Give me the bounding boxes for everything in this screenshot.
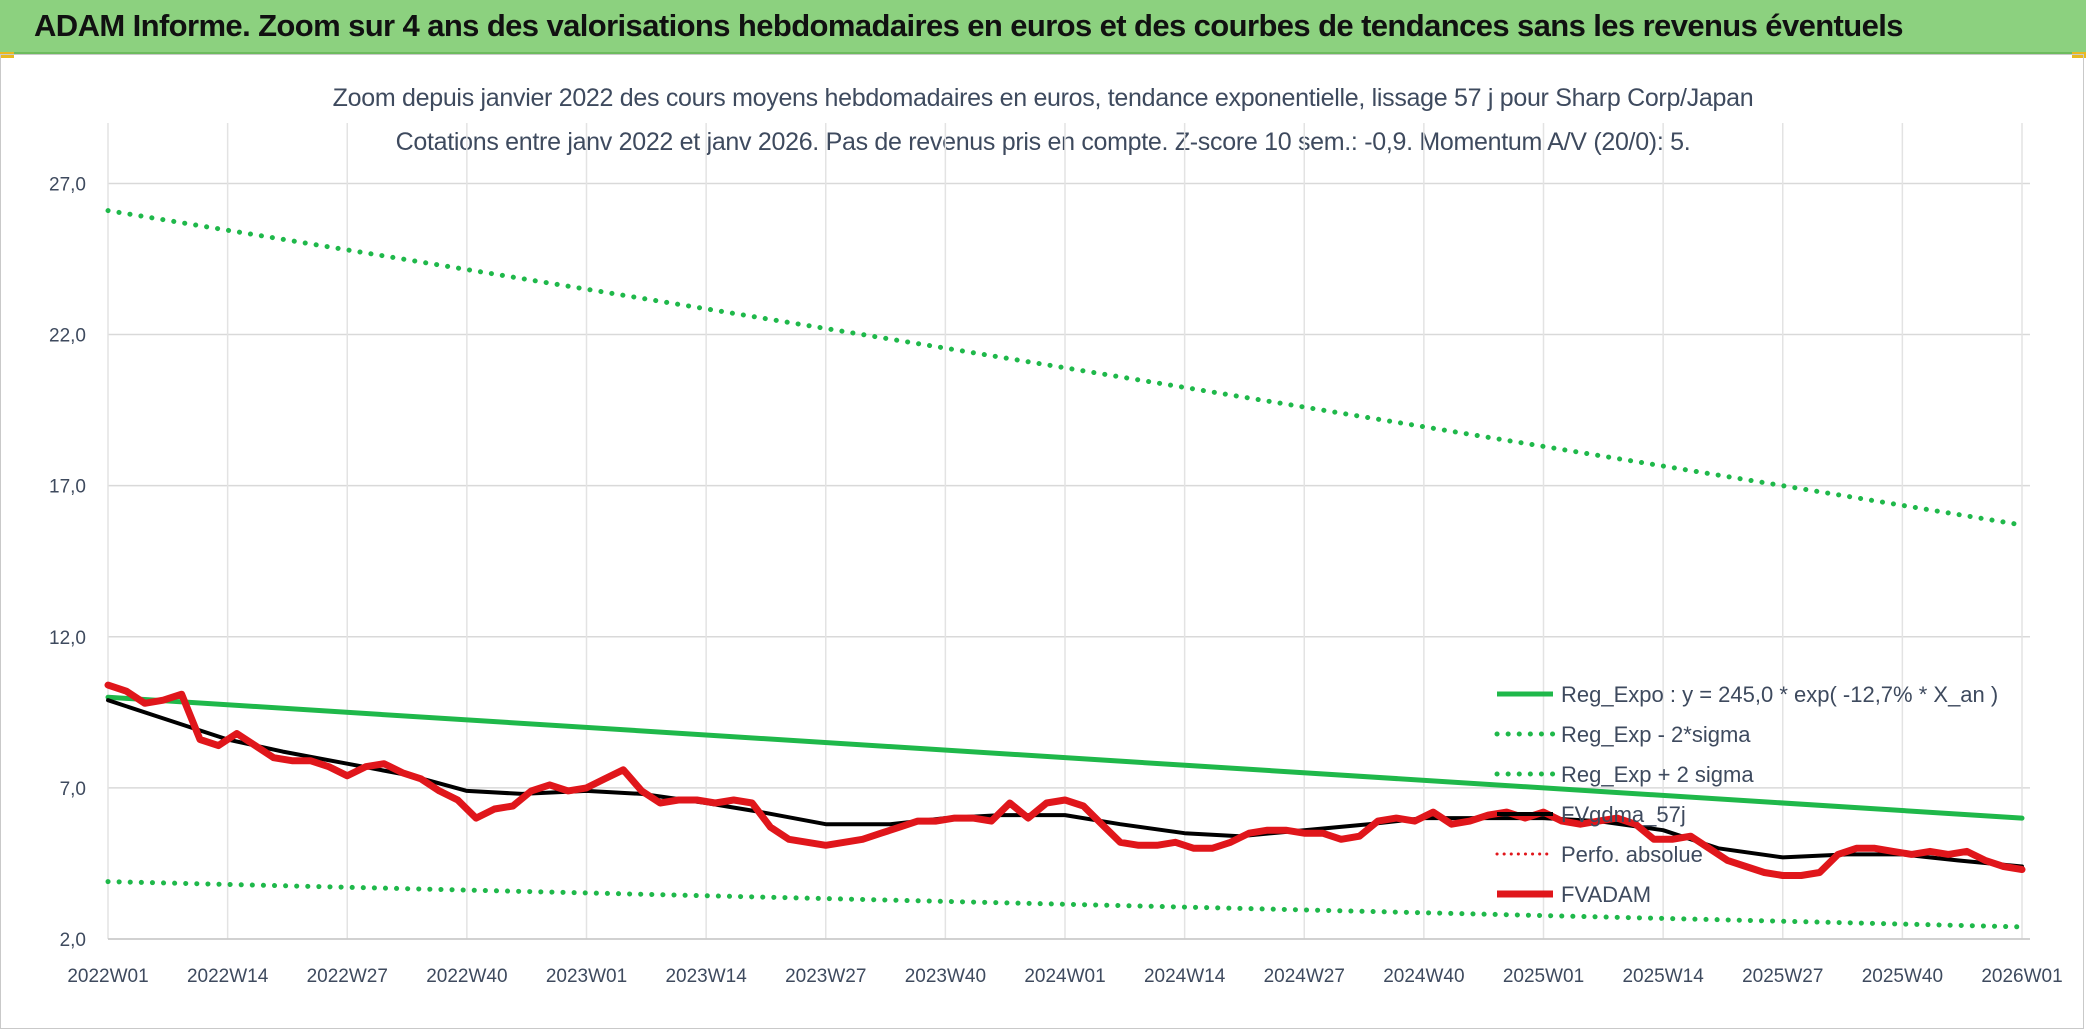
legend-reg-exp-plus-label: Reg_Exp + 2 sigma bbox=[1561, 762, 1754, 787]
x-tick-label: 2024W27 bbox=[1264, 966, 1345, 987]
x-tick-label: 2024W14 bbox=[1144, 966, 1226, 987]
x-tick-label: 2023W14 bbox=[665, 966, 747, 987]
chart-subtitle: Cotations entre janv 2022 et janv 2026. … bbox=[395, 128, 1691, 156]
y-tick-label: 7,0 bbox=[60, 779, 86, 800]
reg-exp-plus-2sigma-line bbox=[105, 208, 2025, 528]
x-tick-label: 2023W27 bbox=[785, 966, 866, 987]
legend: Reg_Expo : y = 245,0 * exp( -12,7% * X_a… bbox=[1494, 682, 1998, 907]
axes: 2,0 7,0 12,0 17,0 22,0 27,0 2022W01 2022W14 2022… bbox=[49, 174, 2063, 987]
legend-reg-exp-minus-label: Reg_Exp - 2*sigma bbox=[1561, 722, 1751, 747]
legend-reg-expo-label: Reg_Expo : y = 245,0 * exp( -12,7% * X_a… bbox=[1561, 682, 1998, 707]
x-tick-label: 2025W27 bbox=[1742, 966, 1823, 987]
chart-frame bbox=[0, 54, 2084, 1029]
corner-mark-left bbox=[0, 52, 14, 58]
chart-title: Zoom depuis janvier 2022 des cours moyen… bbox=[332, 84, 1754, 112]
y-tick-label: 17,0 bbox=[49, 477, 86, 498]
x-tick-label: 2026W01 bbox=[1981, 966, 2062, 987]
x-tick-label: 2023W40 bbox=[905, 966, 986, 987]
x-tick-label: 2024W40 bbox=[1383, 966, 1464, 987]
x-tick-label: 2022W14 bbox=[187, 966, 269, 987]
x-tick-label: 2022W27 bbox=[307, 966, 388, 987]
legend-fvadam-label: FVADAM bbox=[1561, 882, 1651, 907]
x-tick-label: 2025W40 bbox=[1862, 966, 1943, 987]
x-tick-label: 2022W40 bbox=[426, 966, 507, 987]
banner-title: ADAM Informe. Zoom sur 4 ans des valoris… bbox=[34, 8, 1904, 43]
y-tick-label: 2,0 bbox=[60, 930, 86, 951]
legend-perfo-absolue-label: Perfo. absolue bbox=[1561, 842, 1703, 867]
grid bbox=[107, 123, 2030, 940]
x-tick-label: 2023W01 bbox=[546, 966, 627, 987]
banner: ADAM Informe. Zoom sur 4 ans des valoris… bbox=[0, 0, 2086, 54]
legend-fvgdma-label: FVgdma_57j bbox=[1561, 802, 1686, 827]
series-layer bbox=[104, 208, 2026, 930]
x-tick-label: 2022W01 bbox=[67, 966, 148, 987]
y-tick-label: 22,0 bbox=[49, 326, 86, 347]
reg-expo-line bbox=[105, 694, 2025, 821]
corner-mark-right bbox=[2072, 52, 2086, 58]
x-tick-label: 2024W01 bbox=[1024, 966, 1105, 987]
x-tick-label: 2025W01 bbox=[1503, 966, 1584, 987]
x-tick-label: 2025W14 bbox=[1622, 966, 1704, 987]
fvadam-line bbox=[104, 681, 2026, 879]
y-tick-label: 27,0 bbox=[49, 174, 86, 195]
y-tick-label: 12,0 bbox=[49, 628, 86, 649]
